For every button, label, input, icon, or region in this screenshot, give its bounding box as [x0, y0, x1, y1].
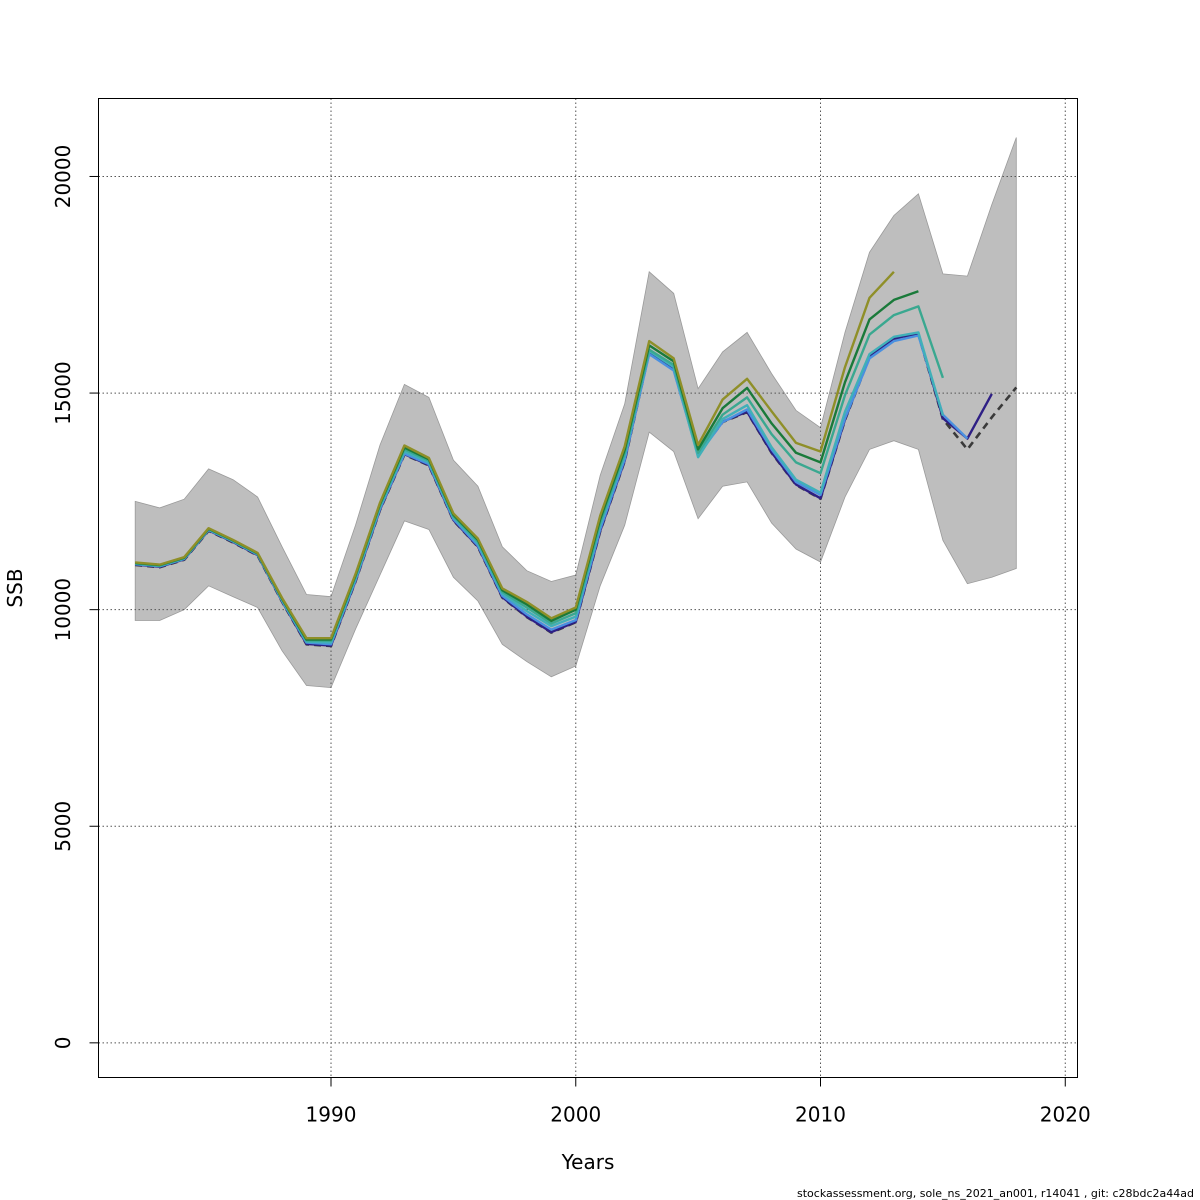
- y-axis-title: SSB: [3, 568, 27, 607]
- footer-credit: stockassessment.org, sole_ns_2021_an001,…: [797, 1187, 1194, 1200]
- gridlines: [98, 98, 1078, 1078]
- x-tick-label: 2000: [550, 1103, 601, 1127]
- y-tick-label: 15000: [51, 361, 75, 425]
- y-tick-label: 10000: [51, 578, 75, 642]
- x-tick-label: 2010: [795, 1103, 846, 1127]
- x-axis: 1990 2000 2010 2020: [306, 1077, 1091, 1127]
- series-line-7: [135, 270, 895, 640]
- y-tick-label: 5000: [51, 801, 75, 852]
- y-axis: 0 5000 10000 15000 20000: [51, 145, 99, 1049]
- confidence-band: [134, 137, 1017, 689]
- confidence-band-area: [134, 137, 1017, 689]
- series-lines: [135, 270, 1018, 648]
- plot-frame: [98, 98, 1078, 1078]
- x-axis-title: Years: [561, 1150, 615, 1174]
- x-tick-label: 2020: [1040, 1103, 1091, 1127]
- y-tick-label: 0: [51, 1036, 75, 1049]
- x-tick-label: 1990: [306, 1103, 357, 1127]
- y-tick-label: 20000: [51, 145, 75, 209]
